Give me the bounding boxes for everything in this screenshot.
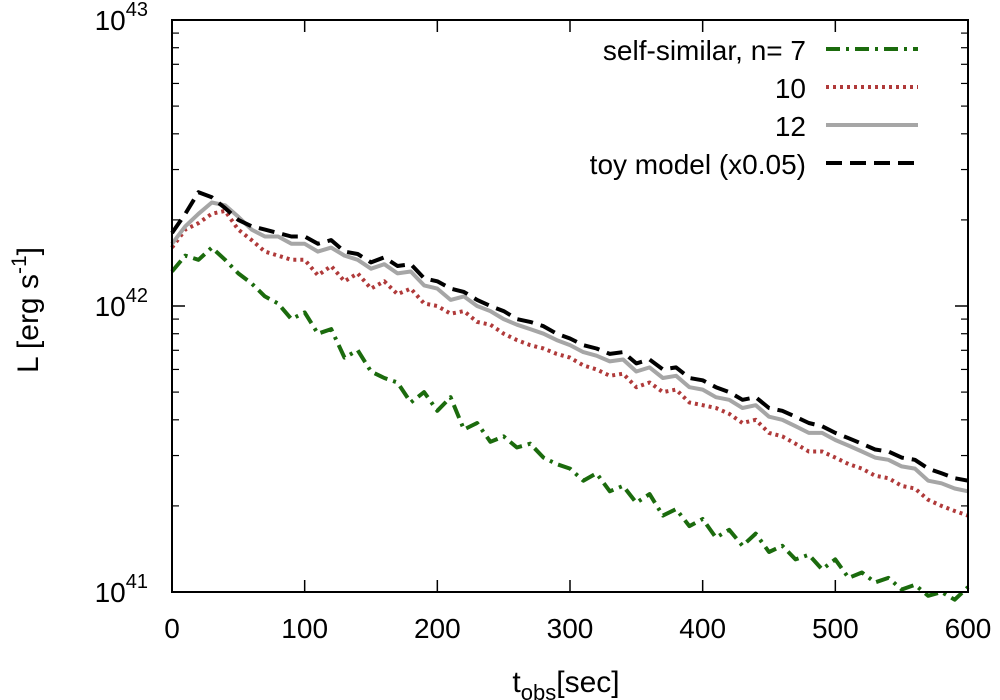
y-tick-label: 1042	[95, 285, 148, 322]
plot-frame	[171, 19, 969, 593]
x-tick-label: 400	[679, 613, 726, 644]
x-tick-label: 200	[414, 613, 461, 644]
series-line-1	[170, 245, 970, 602]
x-tick-label: 600	[945, 613, 992, 644]
legend-label-4: toy model (x0.05)	[590, 149, 806, 180]
legend-label-3: 12	[775, 111, 806, 142]
series-line-2	[170, 208, 969, 518]
legend-label-1: self-similar, n= 7	[603, 35, 806, 66]
series-line-4	[170, 190, 969, 483]
axis-ticks	[171, 19, 969, 593]
y-axis-title: L [erg s-1]	[8, 247, 45, 373]
x-axis-title: tobs[sec]	[512, 666, 619, 700]
legend-label-2: 10	[775, 73, 806, 104]
series-line-3	[170, 200, 969, 494]
plot-lines	[170, 190, 970, 602]
x-tick-label: 100	[281, 613, 328, 644]
x-tick-label: 300	[547, 613, 594, 644]
y-tick-label: 1041	[95, 571, 148, 608]
y-tick-label: 1043	[95, 0, 148, 36]
axis-tick-labels: 0 100 200 300 400 500 600 1041 1042 1043	[95, 0, 992, 644]
x-tick-label: 0	[164, 613, 180, 644]
x-tick-label: 500	[812, 613, 859, 644]
legend: self-similar, n= 7 10 12 toy model (x0.05)	[590, 35, 918, 180]
